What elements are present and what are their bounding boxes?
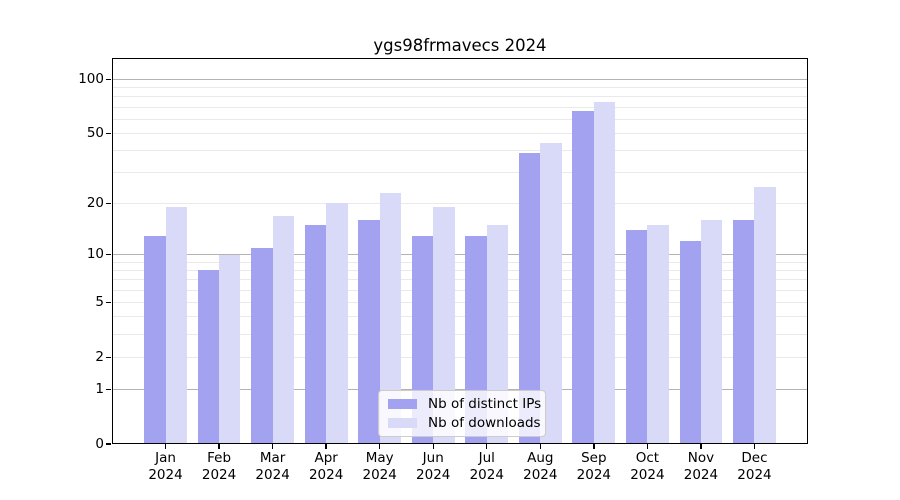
gridline-3 — [112, 333, 808, 335]
x-tick-label-oct: Oct 2024 — [630, 450, 665, 483]
x-tick-label-jun: Jun 2024 — [416, 450, 451, 483]
y-tick-mark — [106, 356, 111, 358]
chart-title: ygs98frmavecs 2024 — [373, 36, 547, 55]
bar-downloads — [272, 215, 294, 444]
y-tick-label-50: 50 — [86, 124, 104, 141]
gridline-8 — [112, 269, 808, 271]
legend-label-distinct-ips: Nb of distinct IPs — [428, 396, 542, 412]
bar-downloads — [165, 207, 187, 444]
bar-downloads — [219, 254, 241, 444]
gridline-40 — [112, 150, 808, 152]
gridline-4 — [112, 316, 808, 318]
gridline-50 — [112, 132, 808, 134]
bar-downloads — [326, 203, 348, 444]
bar-downloads — [379, 192, 402, 444]
gridline-70 — [112, 106, 808, 108]
gridline-9 — [112, 261, 808, 263]
bar-downloads — [433, 207, 455, 444]
y-tick-mark — [106, 301, 111, 304]
x-tick-mark — [378, 444, 381, 449]
x-tick-mark — [486, 444, 488, 449]
x-tick-mark — [432, 444, 434, 449]
x-tick-mark — [593, 444, 595, 449]
x-tick-label-dec: Dec 2024 — [737, 450, 772, 483]
x-tick-mark — [539, 444, 541, 449]
y-tick-label-10: 10 — [86, 246, 104, 263]
x-tick-label-feb: Feb 2024 — [201, 450, 237, 483]
y-tick-label-5: 5 — [95, 293, 104, 310]
bar-downloads — [540, 143, 562, 444]
legend-swatch-distinct-ips — [388, 399, 417, 409]
legend-swatch-downloads — [388, 418, 417, 428]
bar-distinct-ips — [144, 235, 166, 444]
bar-distinct-ips — [679, 241, 701, 444]
gridline-80 — [112, 96, 808, 98]
bar-distinct-ips — [304, 224, 327, 444]
x-tick-mark — [325, 444, 327, 449]
legend: Nb of distinct IPs Nb of downloads — [378, 390, 546, 437]
x-tick-mark — [271, 444, 274, 449]
bar-distinct-ips — [251, 247, 273, 444]
y-tick-label-20: 20 — [86, 194, 104, 211]
y-tick-label-0: 0 — [95, 435, 104, 452]
gridline-2 — [112, 356, 808, 358]
bar-downloads — [486, 224, 509, 444]
x-tick-label-apr: Apr 2024 — [308, 450, 344, 483]
bar-distinct-ips — [358, 220, 380, 444]
legend-label-downloads: Nb of downloads — [428, 415, 541, 431]
gridline-30 — [112, 172, 808, 174]
bar-distinct-ips — [733, 220, 755, 444]
bar-downloads — [593, 101, 616, 444]
y-tick-mark — [106, 202, 111, 205]
x-tick-mark — [700, 444, 702, 449]
y-tick-mark — [106, 388, 111, 390]
x-tick-mark — [164, 444, 167, 449]
bar-distinct-ips — [625, 230, 648, 444]
plot-area — [112, 58, 808, 444]
gridline-60 — [112, 118, 808, 120]
x-tick-label-may: May 2024 — [362, 450, 397, 483]
x-tick-label-jul: Jul 2024 — [469, 450, 504, 483]
bar-downloads — [700, 220, 723, 444]
x-tick-mark — [218, 444, 220, 449]
x-tick-label-sep: Sep 2024 — [576, 450, 612, 483]
gridline-6 — [112, 289, 808, 291]
y-tick-mark — [106, 253, 111, 256]
y-tick-label-2: 2 — [95, 348, 104, 365]
x-tick-label-mar: Mar 2024 — [255, 450, 290, 483]
x-tick-label-jan: Jan 2024 — [148, 450, 183, 483]
legend-item-downloads: Nb of downloads — [388, 415, 541, 431]
gridline-20 — [112, 202, 808, 204]
bar-distinct-ips — [518, 152, 541, 444]
bar-distinct-ips — [572, 110, 594, 444]
legend-item-distinct-ips: Nb of distinct IPs — [388, 396, 541, 412]
x-tick-mark — [753, 444, 756, 449]
y-tick-mark — [106, 443, 111, 445]
y-tick-label-1: 1 — [95, 380, 104, 397]
y-tick-label-100: 100 — [78, 70, 104, 87]
x-tick-mark — [646, 444, 649, 449]
y-tick-mark — [106, 78, 111, 81]
gridline-7 — [112, 279, 808, 281]
y-tick-mark — [106, 132, 111, 135]
x-tick-label-aug: Aug 2024 — [523, 450, 558, 483]
gridline-90 — [112, 87, 808, 89]
gridline-100 — [112, 78, 808, 80]
bar-downloads — [647, 224, 669, 444]
x-tick-label-nov: Nov 2024 — [683, 450, 719, 483]
bar-distinct-ips — [197, 270, 220, 444]
gridline-5 — [112, 301, 808, 303]
gridline-1 — [112, 388, 808, 390]
bar-downloads — [754, 186, 776, 444]
gridline-10 — [112, 254, 808, 256]
